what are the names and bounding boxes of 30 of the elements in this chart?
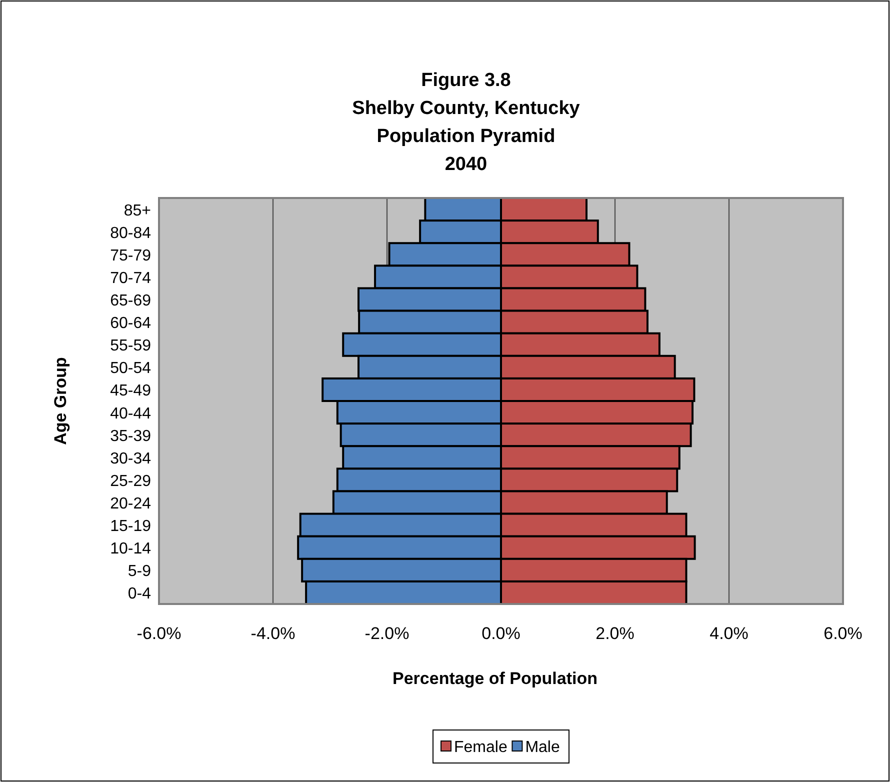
y-tick-label: 80-84 [110, 224, 152, 242]
x-tick-label: 0.0% [482, 624, 520, 643]
y-tick-label: 70-74 [110, 270, 152, 287]
x-tick-label: 2.0% [596, 624, 634, 643]
x-tick-label: 6.0% [824, 624, 862, 643]
legend-label: Male [525, 739, 560, 756]
y-axis-title: Age Group [51, 357, 70, 445]
x-tick-label: -2.0% [364, 624, 410, 643]
x-tick-label: -4.0% [250, 624, 296, 643]
x-tick-label: -6.0% [136, 624, 182, 643]
y-tick-label: 25-29 [110, 472, 152, 490]
chart-title: Figure 3.8 Shelby County, Kentucky Population Pyramid 2040 [352, 70, 580, 175]
y-tick-label: 40-44 [110, 405, 152, 422]
y-tick-label: 60-64 [110, 315, 152, 332]
y-tick-label: 30-34 [110, 450, 152, 468]
y-tick-label: 50-54 [110, 360, 152, 378]
y-tick-label: 75-79 [110, 247, 152, 264]
y-tick-label: 10-14 [110, 540, 152, 558]
y-tick-label: 15-19 [110, 518, 152, 536]
legend-label: Female [454, 739, 508, 756]
y-tick-label: 0-4 [128, 586, 152, 603]
y-tick-label: 65-69 [110, 292, 152, 310]
y-tick-label: 85+ [124, 202, 151, 220]
y-tick-label: 20-24 [110, 496, 152, 512]
y-tick-label: 45-49 [110, 382, 152, 400]
y-tick-label: 35-39 [110, 428, 152, 445]
y-tick-label: 55-59 [110, 338, 152, 355]
y-tick-label: 5-9 [128, 563, 152, 580]
x-axis-title: Percentage of Population [392, 669, 598, 688]
x-tick-label: 4.0% [710, 624, 748, 643]
